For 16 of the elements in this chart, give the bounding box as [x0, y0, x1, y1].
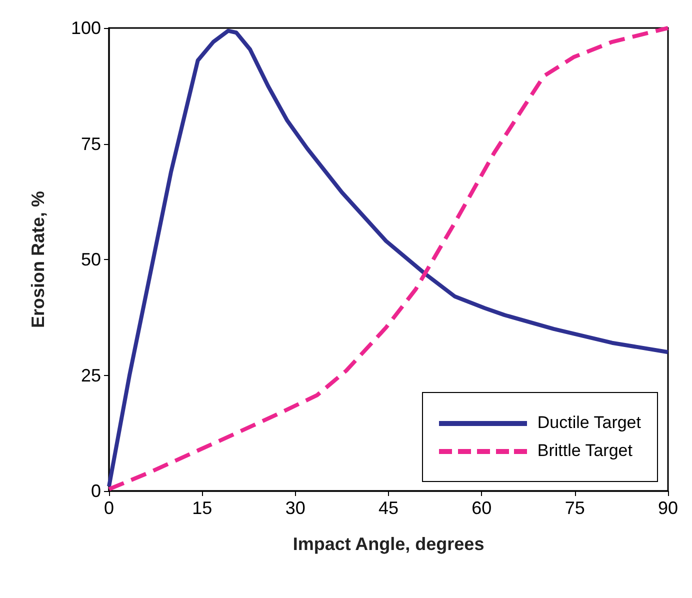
x-tick-label: 0: [104, 498, 114, 518]
y-axis-title: Erosion Rate, %: [28, 190, 48, 328]
x-tick-label: 45: [378, 498, 399, 518]
legend-label: Ductile Target: [537, 413, 641, 433]
x-axis-title: Impact Angle, degrees: [292, 534, 484, 554]
x-tick-label: 75: [564, 498, 585, 518]
y-tick-label: 0: [90, 481, 101, 501]
legend-label: Brittle Target: [537, 441, 632, 461]
x-tick-label: 15: [192, 498, 212, 518]
y-tick-label: 25: [80, 365, 101, 386]
y-tick-label: 50: [80, 250, 101, 270]
x-tick-label: 30: [285, 498, 306, 518]
y-tick-label: 75: [80, 134, 101, 154]
y-tick-label: 100: [70, 18, 101, 38]
x-tick-label: 90: [658, 498, 678, 518]
x-tick-label: 60: [472, 498, 492, 518]
